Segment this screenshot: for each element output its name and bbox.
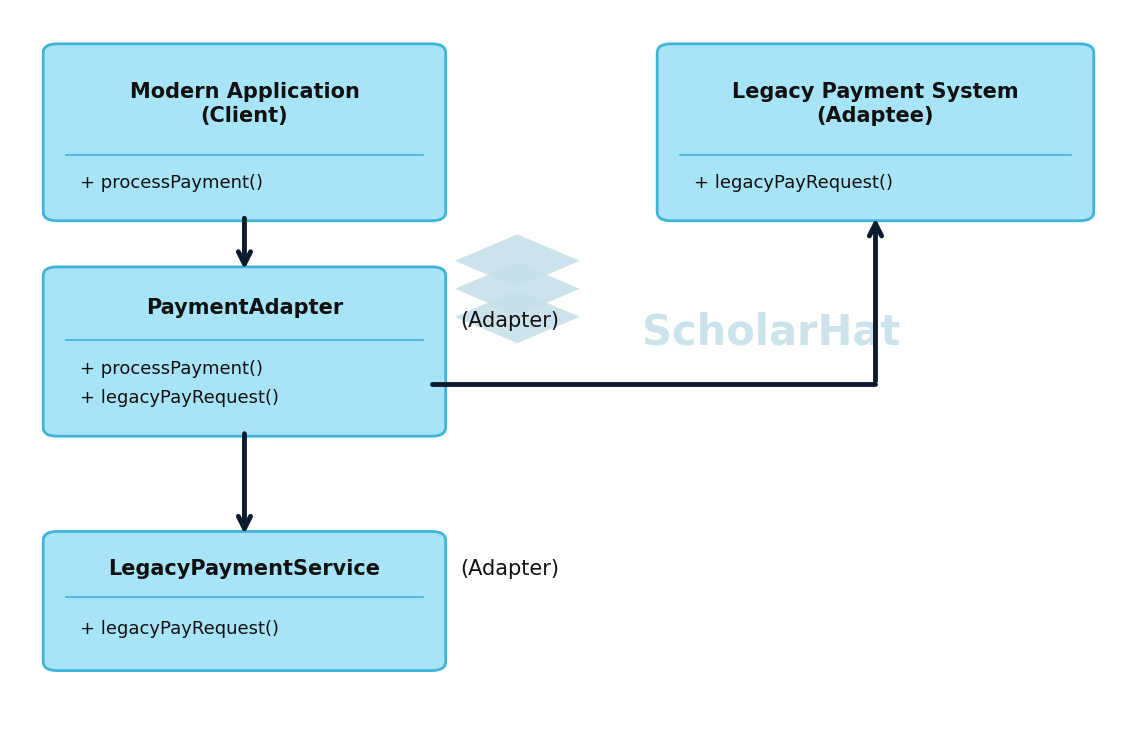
Polygon shape xyxy=(455,290,580,343)
Text: (Adapter): (Adapter) xyxy=(460,311,559,331)
Text: Legacy Payment System
(Adaptee): Legacy Payment System (Adaptee) xyxy=(732,82,1019,125)
Text: (Adapter): (Adapter) xyxy=(460,559,559,579)
FancyBboxPatch shape xyxy=(43,44,446,221)
Text: + processPayment(): + processPayment() xyxy=(80,175,263,192)
Text: + legacyPayRequest(): + legacyPayRequest() xyxy=(80,389,279,407)
FancyBboxPatch shape xyxy=(657,44,1094,221)
Text: Modern Application
(Client): Modern Application (Client) xyxy=(130,82,359,125)
Text: + legacyPayRequest(): + legacyPayRequest() xyxy=(80,621,279,638)
Text: + processPayment(): + processPayment() xyxy=(80,360,263,378)
Polygon shape xyxy=(455,234,580,287)
Text: + legacyPayRequest(): + legacyPayRequest() xyxy=(694,175,893,192)
FancyBboxPatch shape xyxy=(43,531,446,671)
Polygon shape xyxy=(455,262,580,315)
Text: ScholarHat: ScholarHat xyxy=(642,311,901,354)
Text: LegacyPaymentService: LegacyPaymentService xyxy=(108,559,381,579)
FancyBboxPatch shape xyxy=(43,267,446,436)
Text: PaymentAdapter: PaymentAdapter xyxy=(146,298,343,318)
